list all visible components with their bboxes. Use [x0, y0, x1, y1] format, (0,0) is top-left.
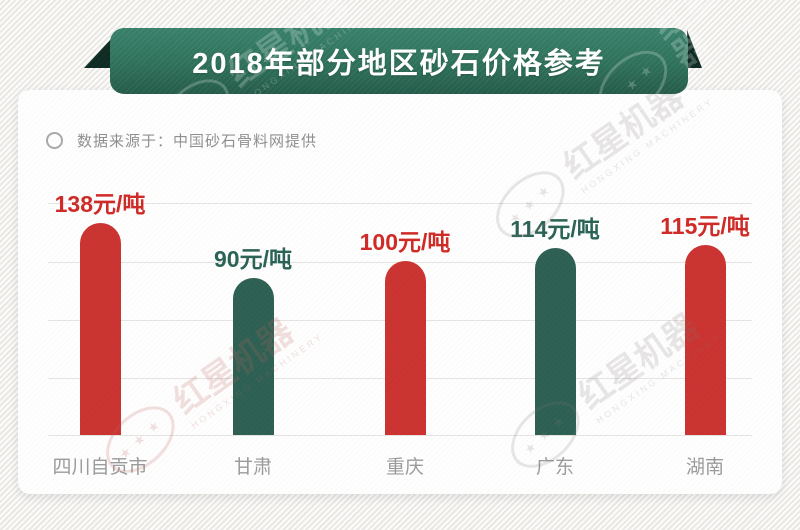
category-label-甘肃: 甘肃: [233, 457, 272, 478]
value-label-甘肃: 90元/吨: [214, 246, 292, 272]
value-label-四川自贡市: 138元/吨: [54, 191, 146, 217]
circle-bullet-icon: [46, 132, 63, 149]
category-label-四川自贡市: 四川自贡市: [52, 457, 148, 478]
bar-重庆: [384, 261, 426, 435]
page-title: 2018年部分地区砂石价格参考: [192, 48, 606, 80]
data-source-text: 数据来源于：中国砂石骨料网提供: [77, 133, 318, 150]
value-label-湖南: 115元/吨: [660, 213, 750, 239]
bar-广东: [534, 248, 576, 435]
bar-四川自贡市: [79, 223, 121, 435]
title-banner: 2018年部分地区砂石价格参考: [110, 28, 688, 94]
category-label-广东: 广东: [535, 457, 574, 478]
data-source-row: 数据来源于：中国砂石骨料网提供: [46, 130, 317, 151]
value-label-重庆: 100元/吨: [359, 229, 451, 255]
value-label-广东: 114元/吨: [510, 216, 600, 242]
category-label-重庆: 重庆: [385, 457, 424, 478]
gridline: [48, 203, 752, 204]
bar-湖南: [684, 245, 726, 435]
bar-甘肃: [232, 278, 274, 435]
gridline: [48, 435, 752, 436]
category-label-湖南: 湖南: [685, 457, 724, 478]
